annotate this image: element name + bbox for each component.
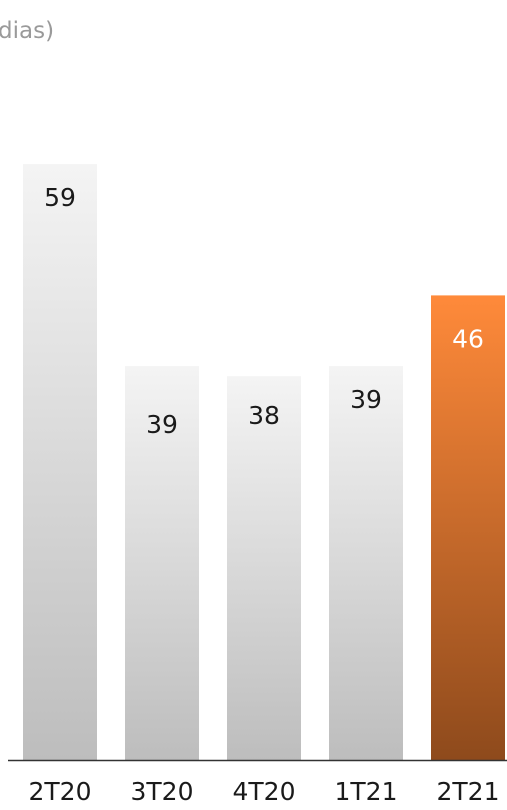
bar-2T20	[23, 164, 97, 761]
x-tick-label-3T20: 3T20	[131, 777, 194, 806]
bars-group	[23, 164, 505, 761]
value-label-3T20: 39	[146, 410, 178, 439]
x-tick-label-1T21: 1T21	[335, 777, 398, 806]
x-tick-label-2T20: 2T20	[29, 777, 92, 806]
bar-1T21	[329, 366, 403, 760]
value-labels-group: 59 39 38 39 46	[44, 183, 484, 439]
x-tick-labels-group: 2T20 3T20 4T20 1T21 2T21	[29, 777, 500, 806]
chart-title: dias)	[0, 18, 54, 44]
bar-4T20	[227, 376, 301, 760]
value-label-2T21: 46	[452, 324, 484, 353]
value-label-1T21: 39	[350, 385, 382, 414]
x-tick-label-4T20: 4T20	[233, 777, 296, 806]
value-label-4T20: 38	[248, 401, 280, 430]
bar-3T20	[125, 366, 199, 760]
bar-2T21	[431, 295, 505, 760]
x-tick-label-2T21: 2T21	[437, 777, 500, 806]
value-label-2T20: 59	[44, 183, 76, 212]
